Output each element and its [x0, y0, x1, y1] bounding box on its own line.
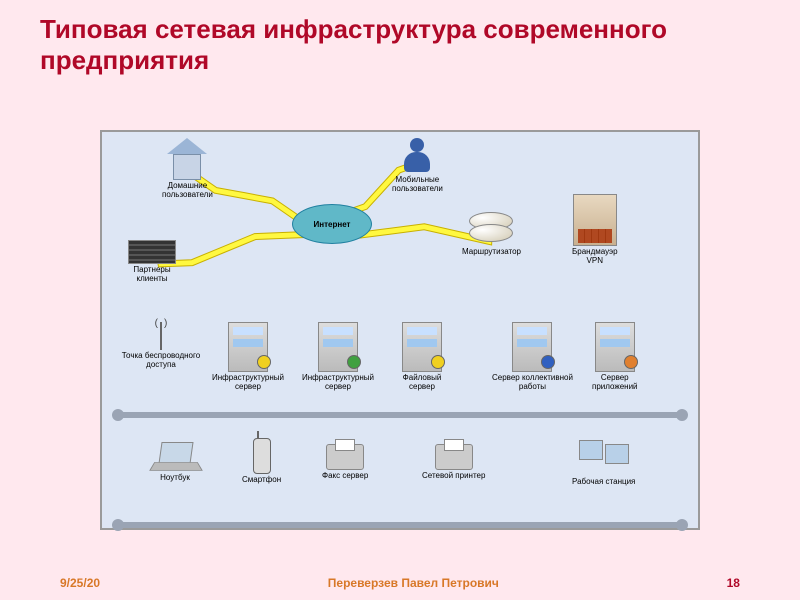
label-workstation: Рабочая станция — [572, 478, 635, 487]
node-infra2: Инфраструктурныйсервер — [302, 322, 374, 392]
server-icon — [402, 322, 442, 372]
network-bus-2 — [118, 522, 682, 528]
network-bus-1 — [118, 412, 682, 418]
node-collab-server: Сервер коллективнойработы — [492, 322, 573, 392]
label-infra1: Инфраструктурныйсервер — [212, 374, 284, 392]
node-firewall: БрандмауэрVPN — [572, 194, 618, 266]
slide-title: Типовая сетевая инфраструктура современн… — [40, 14, 800, 76]
network-diagram: Домашниепользователи Мобильныепользовате… — [100, 130, 700, 530]
label-file-server: Файловыйсервер — [402, 374, 442, 392]
label-internet: Интернет — [314, 220, 351, 229]
label-router: Маршрутизатор — [462, 248, 521, 257]
label-fax: Факс сервер — [322, 472, 368, 481]
server-icon — [595, 322, 635, 372]
label-mobile-users: Мобильныепользователи — [392, 176, 443, 194]
server-icon — [228, 322, 268, 372]
router-icon — [469, 224, 513, 242]
person-icon — [402, 138, 432, 174]
firewall-icon — [573, 194, 617, 246]
label-home-users: Домашниепользователи — [162, 182, 213, 200]
label-wap: Точка беспроводногодоступа — [116, 352, 206, 370]
label-firewall: БрандмауэрVPN — [572, 248, 618, 266]
bolt-connection — [157, 231, 324, 267]
label-infra2: Инфраструктурныйсервер — [302, 374, 374, 392]
footer-date: 9/25/20 — [60, 576, 100, 590]
node-mobile-users: Мобильныепользователи — [392, 138, 443, 194]
node-printer: Сетевой принтер — [422, 444, 485, 481]
node-wap: Точка беспроводногодоступа — [116, 322, 206, 370]
workstation-icon — [579, 440, 629, 476]
server-icon — [318, 322, 358, 372]
rack-icon — [128, 240, 176, 264]
laptop-icon — [152, 442, 198, 472]
node-workstation: Рабочая станция — [572, 440, 635, 487]
server-badge-icon — [541, 355, 555, 369]
server-badge-icon — [257, 355, 271, 369]
node-partners: Партнерыклиенты — [128, 240, 176, 284]
label-laptop: Ноутбук — [152, 474, 198, 483]
node-internet: Интернет — [292, 204, 372, 244]
slide-footer: 9/25/20 Переверзев Павел Петрович 18 — [0, 576, 800, 590]
node-laptop: Ноутбук — [152, 442, 198, 483]
node-file-server: Файловыйсервер — [402, 322, 442, 392]
printer-icon — [435, 444, 473, 470]
server-badge-icon — [624, 355, 638, 369]
node-smartphone: Смартфон — [242, 438, 281, 485]
footer-author: Переверзев Павел Петрович — [328, 576, 499, 590]
footer-page: 18 — [727, 576, 740, 590]
node-home-users: Домашниепользователи — [162, 150, 213, 200]
phone-icon — [253, 438, 271, 474]
antenna-icon — [160, 322, 162, 350]
node-router: Маршрутизатор — [462, 212, 521, 257]
server-badge-icon — [431, 355, 445, 369]
label-printer: Сетевой принтер — [422, 472, 485, 481]
node-fax: Факс сервер — [322, 444, 368, 481]
house-icon — [167, 150, 207, 180]
label-smartphone: Смартфон — [242, 476, 281, 485]
server-badge-icon — [347, 355, 361, 369]
label-partners: Партнерыклиенты — [128, 266, 176, 284]
label-collab-server: Сервер коллективнойработы — [492, 374, 573, 392]
node-infra1: Инфраструктурныйсервер — [212, 322, 284, 392]
fax-icon — [326, 444, 364, 470]
server-icon — [512, 322, 552, 372]
node-app-server: Серверприложений — [592, 322, 638, 392]
label-app-server: Серверприложений — [592, 374, 638, 392]
